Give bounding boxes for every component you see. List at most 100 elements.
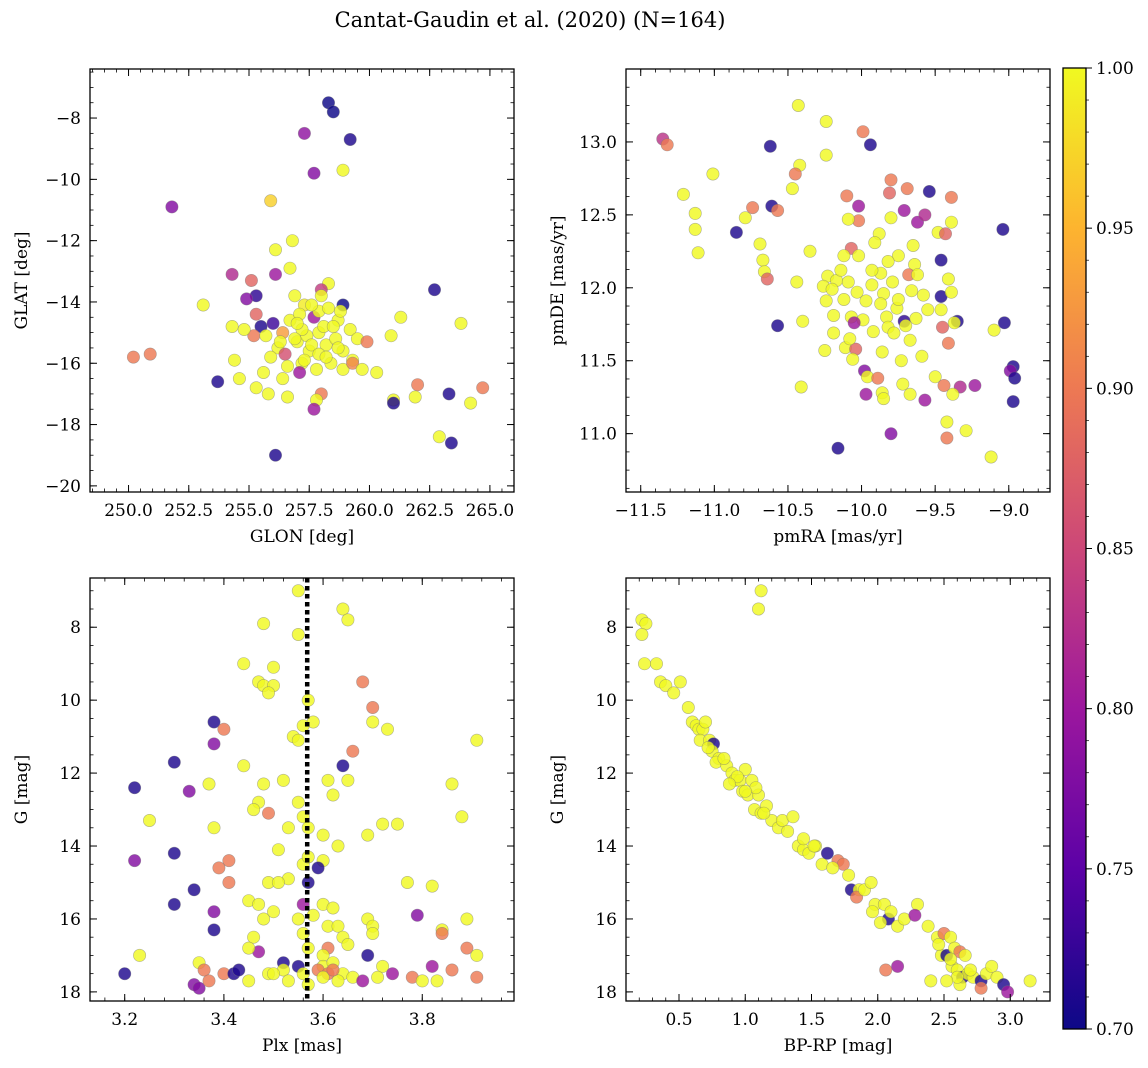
data-point	[819, 148, 833, 162]
y-tick-label: 12	[595, 764, 617, 784]
data-point	[818, 343, 832, 357]
data-point	[803, 244, 817, 258]
data-point	[425, 879, 439, 893]
data-point	[257, 777, 271, 791]
data-point	[850, 285, 864, 299]
data-point	[753, 237, 767, 251]
data-point	[212, 861, 226, 875]
data-point	[934, 303, 948, 317]
x-tick-label: 265.0	[466, 501, 515, 521]
data-point	[738, 784, 752, 798]
x-tick-label: −9.5	[915, 501, 956, 521]
data-point	[763, 139, 777, 153]
data-point	[196, 298, 210, 312]
data-point	[268, 448, 282, 462]
y-tick-label: 8	[70, 618, 81, 638]
data-point	[165, 200, 179, 214]
data-point	[915, 349, 929, 363]
x-tick-label: −10.5	[762, 501, 814, 521]
data-point	[291, 627, 305, 641]
data-point	[859, 387, 873, 401]
data-point	[639, 617, 653, 631]
data-point	[237, 759, 251, 773]
data-point	[938, 227, 952, 241]
data-point	[974, 981, 988, 995]
points-proper-motion	[656, 99, 1022, 464]
data-point	[343, 133, 357, 147]
data-point	[825, 282, 839, 296]
data-point	[341, 613, 355, 627]
data-point	[297, 126, 311, 140]
data-point	[918, 208, 932, 222]
data-point	[257, 617, 271, 631]
x-tick-label: 3.2	[111, 1010, 138, 1030]
data-point	[257, 912, 271, 926]
data-point	[276, 372, 290, 386]
data-point	[343, 322, 357, 336]
data-point	[336, 759, 350, 773]
data-point	[207, 923, 221, 937]
data-point	[288, 289, 302, 303]
data-point	[290, 316, 304, 330]
data-point	[316, 970, 330, 984]
data-point	[859, 294, 873, 308]
data-point	[922, 185, 936, 199]
data-point	[897, 204, 911, 218]
colorbar-gradient	[1062, 67, 1087, 1030]
data-point	[128, 781, 142, 795]
data-point	[944, 930, 958, 944]
data-point	[326, 901, 340, 915]
data-point	[256, 365, 270, 379]
data-point	[842, 868, 856, 882]
x-tick-label: 262.5	[405, 501, 454, 521]
data-point	[211, 375, 225, 389]
data-point	[217, 722, 231, 736]
data-point	[207, 737, 221, 751]
data-point	[331, 974, 345, 988]
data-point	[786, 810, 800, 824]
data-point	[754, 584, 768, 598]
points-parallax-mag	[118, 584, 484, 995]
data-point	[837, 292, 851, 306]
data-point	[371, 970, 385, 984]
data-point	[336, 163, 350, 177]
data-point	[242, 974, 256, 988]
data-point	[336, 362, 350, 376]
data-point	[346, 744, 360, 758]
data-point	[442, 387, 456, 401]
y-tick-label: 12	[59, 764, 81, 784]
data-point	[987, 323, 1001, 337]
data-point	[266, 660, 280, 674]
data-point	[751, 602, 765, 616]
x-axis-label: GLON [deg]	[250, 527, 354, 547]
data-point	[796, 314, 810, 328]
data-point	[207, 905, 221, 919]
y-tick-label: 8	[606, 618, 617, 638]
data-point	[738, 211, 752, 225]
data-point	[394, 310, 408, 324]
data-point	[182, 784, 196, 798]
data-point	[356, 974, 370, 988]
panel-spatial: 250.0 252.5 255.0 257.5 260.0 262.5 265.0 −20 −1…	[12, 68, 515, 547]
data-point	[470, 733, 484, 747]
data-point	[940, 974, 954, 988]
data-point	[126, 350, 140, 364]
data-point	[207, 821, 221, 835]
y-tick-label: −18	[45, 416, 81, 436]
y-axis-label: G [mag]	[12, 755, 32, 824]
data-point	[921, 303, 935, 317]
data-point	[259, 329, 273, 343]
colorbar-tick-label: 1.00	[1096, 59, 1134, 79]
data-point	[331, 839, 345, 853]
data-point	[885, 275, 899, 289]
data-point	[760, 272, 774, 286]
data-point	[944, 952, 958, 966]
data-point	[376, 959, 390, 973]
data-point	[281, 821, 295, 835]
data-point	[841, 212, 855, 226]
data-point	[916, 288, 930, 302]
data-point	[307, 166, 321, 180]
data-point	[266, 967, 280, 981]
data-point	[408, 390, 422, 404]
data-point	[905, 284, 919, 298]
